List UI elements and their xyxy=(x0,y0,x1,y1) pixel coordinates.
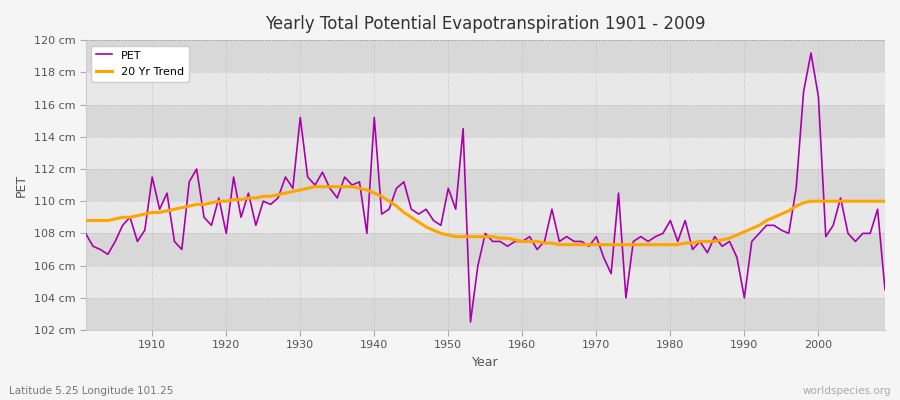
Bar xyxy=(86,298,885,330)
PET xyxy=(346,183,357,188)
Bar xyxy=(86,233,885,266)
PET xyxy=(879,287,890,292)
20 Yr Trend xyxy=(354,186,364,191)
PET xyxy=(302,175,313,180)
PET xyxy=(517,239,527,244)
Line: PET: PET xyxy=(86,53,885,322)
X-axis label: Year: Year xyxy=(472,356,499,369)
PET xyxy=(525,234,535,239)
Y-axis label: PET: PET xyxy=(15,174,28,197)
Bar xyxy=(86,40,885,72)
PET xyxy=(465,320,476,324)
20 Yr Trend xyxy=(620,242,631,247)
PET xyxy=(806,50,816,55)
Text: Latitude 5.25 Longitude 101.25: Latitude 5.25 Longitude 101.25 xyxy=(9,386,174,396)
Title: Yearly Total Potential Evapotranspiration 1901 - 2009: Yearly Total Potential Evapotranspiratio… xyxy=(265,15,706,33)
20 Yr Trend xyxy=(517,239,527,244)
Line: 20 Yr Trend: 20 Yr Trend xyxy=(86,187,885,245)
PET xyxy=(140,228,150,232)
PET xyxy=(80,231,91,236)
20 Yr Trend xyxy=(310,184,320,189)
Bar xyxy=(86,169,885,201)
PET xyxy=(613,191,624,196)
Legend: PET, 20 Yr Trend: PET, 20 Yr Trend xyxy=(91,46,189,82)
Text: worldspecies.org: worldspecies.org xyxy=(803,386,891,396)
Bar xyxy=(86,104,885,137)
20 Yr Trend xyxy=(554,242,564,247)
20 Yr Trend xyxy=(302,186,313,191)
20 Yr Trend xyxy=(80,218,91,223)
20 Yr Trend xyxy=(879,199,890,204)
20 Yr Trend xyxy=(525,239,535,244)
20 Yr Trend xyxy=(140,212,150,216)
